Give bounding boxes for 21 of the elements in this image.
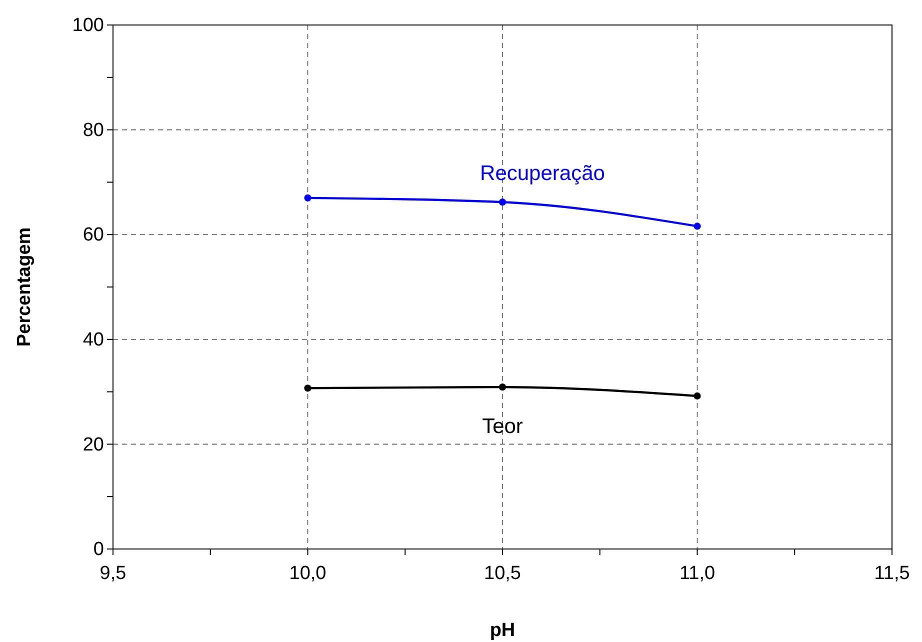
x-tick-label: 10,5	[484, 562, 521, 584]
y-tick-label: 0	[93, 539, 104, 560]
y-tick-label: 60	[82, 224, 104, 246]
series-label: Teor	[482, 415, 523, 438]
point	[498, 384, 506, 391]
y-axis-title: Percentagem	[14, 227, 35, 347]
x-tick-label: 11,5	[874, 562, 910, 584]
x-tick-label: 11,0	[679, 562, 716, 584]
x-tick-label: 10,0	[289, 562, 326, 584]
point	[498, 198, 506, 206]
y-tick-label: 40	[82, 329, 104, 350]
point	[694, 392, 701, 400]
y-tick-label: 80	[82, 120, 104, 141]
x-axis-title: pH	[490, 620, 516, 641]
point	[694, 222, 701, 230]
x-tick-label: 9,5	[100, 562, 126, 584]
point	[304, 384, 312, 392]
y-tick-label: 100	[72, 15, 104, 36]
y-tick-label: 20	[82, 434, 104, 456]
point	[304, 194, 312, 202]
series-label: Recuperação	[480, 162, 605, 186]
